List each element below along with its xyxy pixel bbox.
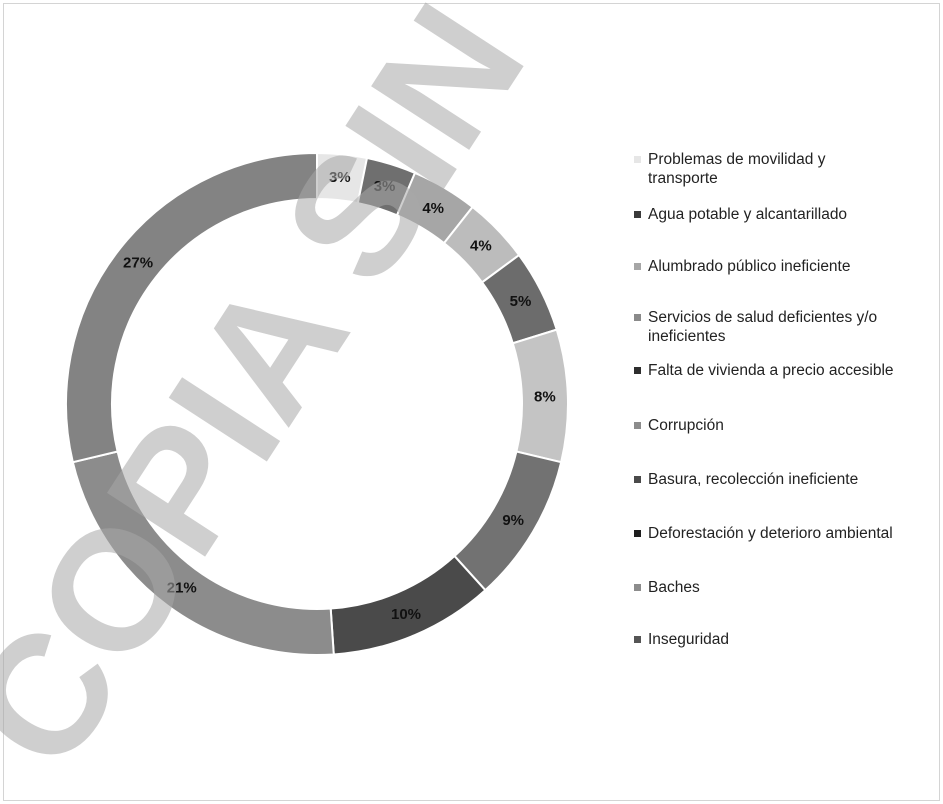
legend-item: Deforestación y deterioro ambiental (634, 524, 940, 543)
slice-label-3: 4% (470, 237, 492, 254)
slice-label-5: 8% (534, 388, 556, 405)
legend-label: Corrupción (648, 417, 724, 434)
legend-item: Agua potable y alcantarillado (634, 205, 940, 224)
legend-item: Corrupción (634, 416, 940, 435)
legend-swatch (634, 367, 641, 374)
legend-item: Basura, recolección ineficiente (634, 470, 940, 489)
donut-slices (65, 151, 569, 656)
slice-label-4: 5% (510, 293, 532, 310)
slice-labels: 3% 3% 4% 4% 5% 8% 9% 10% 21% 27% (123, 169, 556, 623)
legend-item: Alumbrado público ineficiente (634, 257, 940, 276)
slice-label-6: 9% (502, 512, 524, 529)
legend-swatch (634, 422, 641, 429)
legend-swatch (634, 156, 641, 163)
legend-label: Baches (648, 579, 700, 596)
legend-item: Baches (634, 578, 940, 597)
slice-label-9: 27% (123, 255, 153, 272)
slice-label-7: 10% (391, 606, 421, 623)
legend-label: Alumbrado público ineficiente (648, 258, 851, 275)
slice-9 (65, 151, 318, 464)
chart-frame (3, 3, 940, 801)
legend-label: Deforestación y deterioro ambiental (648, 525, 893, 542)
legend-swatch (634, 530, 641, 537)
legend-label: Agua potable y alcantarillado (648, 206, 848, 223)
legend-swatch (634, 584, 641, 591)
legend-item: Falta de vivienda a precio accesible (634, 361, 940, 380)
slice-label-1: 3% (374, 178, 396, 195)
slice-label-0: 3% (329, 169, 351, 186)
legend-item: Servicios de salud deficientes y/o inefi… (634, 308, 940, 346)
slice-label-8: 21% (167, 580, 197, 597)
legend-swatch (634, 211, 641, 218)
legend-swatch (634, 636, 641, 643)
legend-swatch (634, 476, 641, 483)
legend-label: Inseguridad (648, 631, 730, 648)
slice-8 (71, 450, 335, 656)
legend-label: Basura, recolección ineficiente (648, 471, 859, 488)
legend-swatch (634, 314, 641, 321)
slice-label-2: 4% (422, 200, 444, 217)
legend-label: Problemas de movilidad y transporte (648, 151, 826, 187)
legend-item: Inseguridad (634, 630, 940, 649)
legend-label: Falta de vivienda a precio accesible (648, 362, 894, 379)
legend-swatch (634, 263, 641, 270)
legend-item: Problemas de movilidad y transporte (634, 150, 940, 188)
legend-label: Servicios de salud deficientes y/o inefi… (648, 309, 878, 345)
